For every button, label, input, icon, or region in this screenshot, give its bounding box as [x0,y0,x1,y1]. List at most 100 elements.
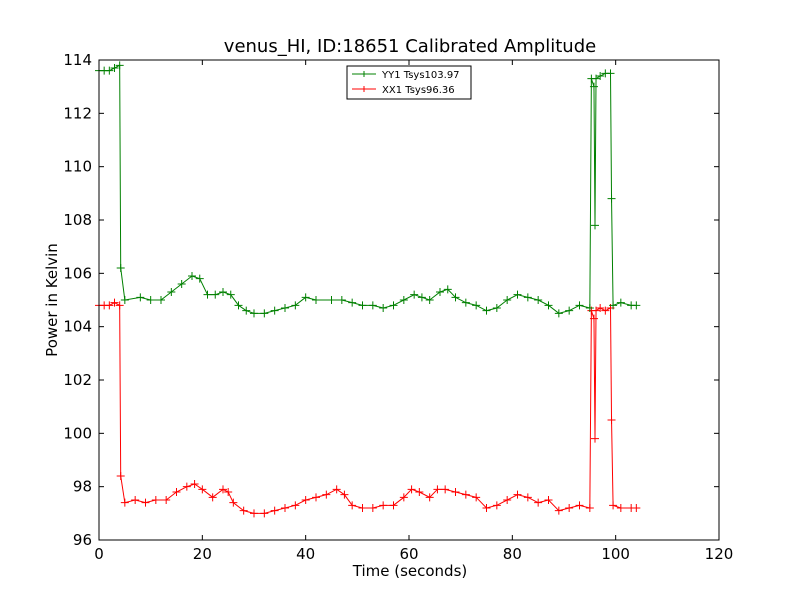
data-point-marker [575,501,584,510]
data-point-marker [229,498,238,507]
data-point-marker [585,304,594,312]
data-point-marker [607,416,616,424]
data-point-marker [589,82,598,91]
data-point-marker [358,301,367,310]
data-point-marker [260,309,269,318]
data-point-marker [110,298,119,307]
data-point-marker [157,296,165,304]
data-point-marker [601,306,610,315]
data-point-marker [291,501,300,510]
data-point-marker [596,304,605,312]
data-point-marker [337,296,346,304]
y-tick-label: 102 [63,371,92,389]
data-point-marker [399,296,408,304]
y-tick-label: 98 [73,478,92,496]
legend-label-xx1: XX1 Tsys96.36 [382,85,455,96]
data-point-marker [239,506,248,515]
data-point-marker [523,493,532,502]
data-point-marker [291,301,300,310]
data-point-marker [195,274,204,283]
data-point-marker [116,472,125,480]
data-point-marker [116,264,125,272]
data-point-marker [609,301,618,310]
data-point-marker [554,506,563,515]
data-point-marker [554,309,563,318]
data-point-marker [443,285,452,294]
data-point-marker [632,504,641,512]
data-point-marker [616,298,625,307]
data-point-marker [332,485,341,494]
legend-label-yy1: YY1 Tsys103.97 [381,70,460,81]
data-point-marker [513,490,522,499]
legend: YY1 Tsys103.97 XX1 Tsys96.36 [346,65,472,100]
y-tick-label: 110 [63,158,92,176]
data-point-marker [131,496,140,504]
y-tick-label: 104 [63,318,92,336]
data-point-marker [591,434,599,443]
data-point-marker [616,504,625,512]
data-point-marker [415,488,424,496]
data-point-marker [433,485,442,494]
data-point-marker [115,301,124,310]
x-tick-label: 120 [705,545,734,563]
chart-title: venus_HI, ID:18651 Calibrated Amplitude [224,36,596,57]
data-point-marker [301,496,310,504]
data-point-marker [609,501,618,510]
data-point-marker [327,296,336,304]
data-point-marker [348,501,357,510]
legend-marker-xx1 [361,86,367,92]
y-tick-label: 112 [63,104,92,122]
data-point-marker [260,509,269,518]
data-point-marker [198,485,207,494]
data-point-marker [472,301,481,310]
data-point-marker [208,493,217,502]
data-point-marker [451,293,460,302]
data-point-marker [203,290,212,299]
data-point-marker [592,74,601,83]
tick-layer: 0 20 40 60 80 100 120 96 98 100 102 104 106 108 110 112… [63,51,733,563]
data-point-marker [472,493,481,502]
data-point-marker [461,298,470,307]
data-point-marker [544,301,553,310]
y-tick-label: 114 [63,51,92,69]
data-point-marker [436,288,444,296]
legend-marker-yy1 [361,71,367,77]
data-point-marker [172,488,181,496]
data-point-marker [596,72,605,80]
data-point-marker [632,301,641,310]
y-axis-label: Power in Kelvin [43,243,61,357]
data-point-marker [167,288,176,296]
data-point-marker [219,288,227,296]
data-point-marker [492,501,501,510]
x-tick-label: 60 [399,545,418,563]
data-point-marker [482,504,491,512]
data-point-marker [188,272,196,280]
data-point-marker [389,301,398,310]
data-point-marker [503,496,512,504]
data-point-marker [250,509,258,518]
data-point-marker [503,296,512,304]
legend-box [346,65,472,100]
x-axis-label: Time (seconds) [352,562,468,580]
data-point-marker [425,296,434,304]
data-point-marker [379,304,388,312]
data-point-marker [523,293,532,302]
data-point-marker [492,304,501,312]
data-point-marker [190,480,199,488]
data-point-marker [589,314,598,323]
y-tick-label: 108 [63,211,92,229]
data-point-marker [234,301,243,310]
data-point-marker [606,69,615,78]
data-point-marker [565,306,574,315]
x-tick-label: 40 [296,545,315,563]
data-point-marker [340,490,349,499]
data-point-marker [177,280,186,288]
data-point-marker [389,501,398,510]
data-point-marker [120,296,129,304]
data-point-marker [591,221,599,230]
data-point-marker [136,293,145,302]
x-tick-label: 100 [601,545,630,563]
plot-frame [98,59,720,541]
data-point-marker [115,61,124,70]
